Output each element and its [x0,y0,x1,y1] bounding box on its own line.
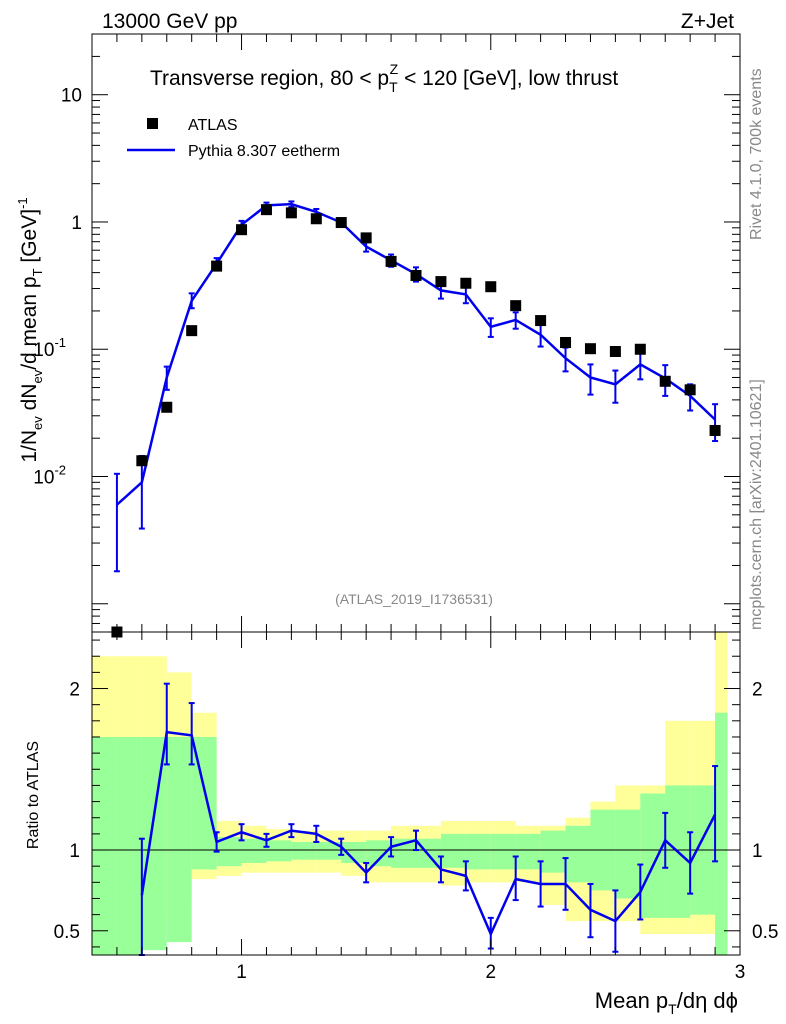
ratio-band-inner [216,837,242,867]
data-point [535,315,547,327]
data-point [684,384,696,396]
data-point [285,207,297,219]
ratio-band-inner [116,736,142,955]
mcplots-label: mcplots.cern.ch [arXiv:2401.10621] [748,379,765,630]
data-point [659,375,671,387]
y-label-sub-a: ev [30,416,45,430]
y-tick-label-ratio-left: 1 [69,841,80,862]
y-tick-label-exp: -2 [54,463,66,478]
y-tick-label-base: 10 [61,86,82,107]
data-point [310,213,322,225]
data-point [161,401,173,413]
data-point [485,281,497,293]
y-tick-label-base: 1 [71,213,82,234]
plot-title: Transverse region, 80 < pTZ < 120 [GeV],… [150,61,618,95]
ratio-band-inner [540,830,566,873]
x-label-part-a: Mean p [595,988,668,1013]
x-axis-label: Mean pT/dη dϕ [595,988,738,1017]
header-left: 13000 GeV pp [102,10,237,33]
y-tick-label-base: 10 [33,340,54,361]
data-point [709,424,721,436]
data-point [211,260,223,272]
ratio-band-inner [316,841,342,860]
ratio-band-inner [490,833,516,870]
y-axis-label-ratio: Ratio to ATLAS [25,741,42,849]
ratio-band-inner [640,793,666,918]
y-axis-label-main: 1/Nev dNev/d mean pT [GeV]-1 [15,197,45,462]
ratio-band-inner [166,736,192,943]
data-point [136,455,148,467]
data-point [609,345,621,357]
plot-title-part2: < 120 [GeV], low thrust [398,67,618,90]
data-point [410,269,422,281]
data-point [435,276,447,288]
legend-data-label: ATLAS [188,117,238,134]
plot-layer [92,200,740,956]
y-label-sub-c: T [30,268,45,276]
analysis-watermark: (ATLAS_2019_I1736531) [335,591,493,607]
ratio-band-inner [341,841,367,863]
data-point [236,224,248,236]
y-tick-label-main: 10 [61,86,82,107]
data-point [260,204,272,216]
data-point [584,343,596,355]
plot-title-sub: T [389,79,398,95]
rivet-label: Rivet 4.1.0, 700k events [748,68,765,240]
plot-title-part1: Transverse region, 80 < p [150,67,389,90]
plot-title-sup: Z [390,61,399,77]
y-label-part-a: 1/N [18,430,41,463]
data-point [460,277,472,289]
data-point [360,232,372,244]
y-tick-label-main: 10-1 [33,335,66,361]
data-point [335,217,347,229]
mc-series-line [116,202,716,506]
y-label-part-b: dN [18,384,41,417]
data-point [634,343,646,355]
data-point [560,336,572,348]
ratio-band-inner [515,833,541,870]
x-tick-label: 3 [735,962,746,983]
ratio-band-inner [465,833,491,870]
legend: ATLAS Pythia 8.307 eetherm [127,117,340,160]
ratio-band-inner [615,809,641,899]
y-tick-label-ratio-right: 1 [752,841,763,862]
y-label-part-c: /d mean p [18,276,41,369]
ratio-band-inner [440,833,466,868]
y-tick-label-ratio-right: 2 [752,680,763,701]
y-label-sup-d: -1 [15,197,30,209]
y-tick-label-main: 1 [71,213,82,234]
y-tick-label-exp: -1 [54,335,66,350]
y-tick-label-base: 10 [33,468,54,489]
x-tick-label: 2 [485,962,496,983]
data-point [510,300,522,312]
ratio-band-inner [266,840,292,862]
y-label-part-d: [GeV] [18,209,41,269]
header-right: Z+Jet [681,10,734,33]
legend-data-marker [147,118,158,129]
ratio-band-inner [291,841,317,860]
ratio-series-line [140,730,717,938]
y-tick-label-ratio-left: 0.5 [54,922,80,943]
ratio-band-inner [191,736,217,870]
y-tick-label-main: 10-2 [33,463,66,489]
ratio-band-inner [241,838,267,863]
ratio-band-inner [715,712,728,955]
data-point [385,255,397,267]
y-tick-label-ratio-right: 0.5 [752,922,778,943]
ratio-band-inner [366,840,392,867]
x-label-part-b: /dη dϕ [677,988,738,1013]
ratio-band-inner [141,736,167,951]
ratio-band-inner [92,736,117,955]
data-point [186,325,198,337]
y-tick-label-ratio-left: 2 [69,680,80,701]
y-label-sub-b: ev [30,369,45,383]
ratio-band-inner [565,825,591,883]
x-tick-label: 1 [236,962,247,983]
x-label-sub-a: T [668,1001,677,1017]
legend-mc-label: Pythia 8.307 eetherm [188,143,340,160]
